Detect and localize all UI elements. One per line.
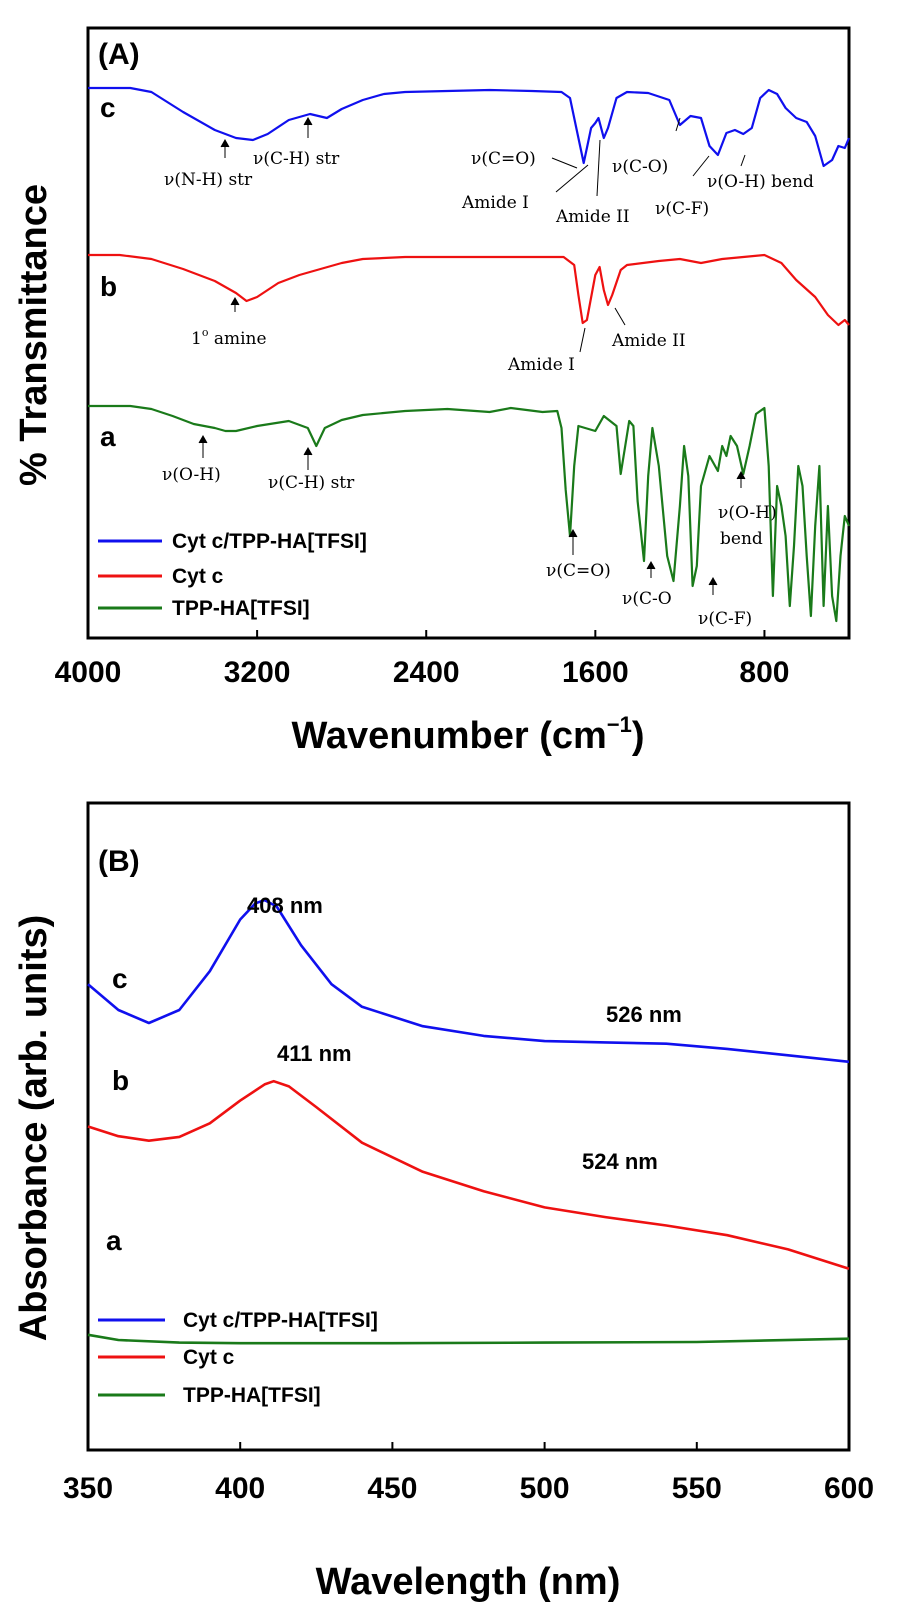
panel-a-series-line-b [88, 253, 850, 327]
panel-a-trace-label-c: c [100, 92, 116, 123]
panel-b-peak-label: 524 nm [582, 1149, 658, 1174]
panel-b-peak-label: 408 nm [247, 893, 323, 918]
panel-a-annotation: Amide I [461, 193, 529, 213]
panel-b-peak-label: 526 nm [606, 1002, 682, 1027]
panel-a-series-line-c [88, 86, 851, 168]
panel-b-legend-label-a: TPP-HA[TFSI] [183, 1384, 321, 1407]
panel-b-trace-label-b: b [112, 1065, 129, 1096]
panel-a-x-tick-label: 4000 [55, 656, 122, 689]
panel-b-series-line-c [87, 898, 850, 1064]
panel-a-x-tick-label: 2400 [393, 656, 460, 689]
panel-a-series-line-a [88, 404, 851, 623]
panel-b-x-tick-label: 550 [672, 1472, 722, 1505]
panel-b-legend: Cyt c/TPP-HA[TFSI] Cyt c TPP-HA[TFSI] [98, 1309, 378, 1407]
panel-a-annotation: ν(O-H) bend [707, 172, 814, 192]
panel-b-x-tick-label: 500 [520, 1472, 570, 1505]
panel-b-series-group [87, 898, 850, 1345]
panel-b-label: (B) [98, 845, 140, 878]
panel-a-annotation: ν(O-H) [718, 503, 777, 523]
panel-a-annotation: ν(C=O) [546, 561, 611, 581]
panel-a-x-tick-label: 3200 [224, 656, 291, 689]
panel-b-series-line-b [87, 1079, 850, 1271]
panel-a-x-ticks: 4000 3200 2400 1600 800 [55, 630, 789, 689]
panel-b-x-ticks: 350 400 450 500 550 600 [63, 1442, 874, 1505]
panel-a-legend-label-c: Cyt c/TPP-HA[TFSI] [172, 530, 367, 553]
panel-a: (A) c b a ν(N-H) str ν(C-H) [13, 26, 851, 757]
panel-a-annotation: ν(C-H) str [253, 149, 340, 169]
panel-a-label: (A) [98, 38, 140, 71]
panel-a-annotation-arrows [198, 116, 746, 595]
panel-a-annotation: ν(C-O) [612, 157, 668, 177]
panel-b: (B) c b a 408 nm 526 nm 411 nm 524 nm Cy… [13, 801, 874, 1602]
panel-a-legend: Cyt c/TPP-HA[TFSI] Cyt c TPP-HA[TFSI] [98, 530, 367, 620]
panel-a-x-tick-label: 1600 [562, 656, 629, 689]
panel-a-annotation: bend [720, 529, 763, 549]
panel-a-annotation: ν(C-O [622, 589, 672, 609]
panel-a-annotation: ν(C-H) str [268, 473, 355, 493]
panel-b-trace-label-a: a [106, 1225, 122, 1256]
panel-b-legend-label-b: Cyt c [183, 1346, 235, 1369]
panel-a-x-axis-title: Wavenumber (cm−1) [291, 712, 644, 757]
panel-a-annotation: Amide II [555, 207, 630, 227]
panel-b-x-tick-label: 350 [63, 1472, 113, 1505]
panel-a-annotation: ν(C-F) [698, 609, 752, 629]
panel-b-x-tick-label: 600 [824, 1472, 874, 1505]
panel-a-y-axis-title: % Transmittance [13, 184, 55, 486]
panel-b-series-line-a [87, 1333, 850, 1345]
panel-a-annotation: Amide I [507, 355, 575, 375]
panel-b-x-axis-title: Wavelength (nm) [316, 1561, 621, 1602]
panel-a-annotation: ν(O-H) [162, 465, 221, 485]
panel-a-annotation: 1o amine [191, 326, 267, 349]
panel-a-annotation: ν(N-H) str [164, 170, 253, 190]
panel-a-x-tick-label: 800 [739, 656, 789, 689]
panel-a-annotation: ν(C=O) [471, 149, 536, 169]
panel-a-series-group [88, 86, 851, 623]
panel-a-trace-label-b: b [100, 271, 117, 302]
panel-a-annotation: ν(C-F) [655, 199, 709, 219]
panel-b-peak-label: 411 nm [277, 1041, 352, 1066]
panel-a-annotation: Amide II [611, 331, 686, 351]
panel-b-legend-label-c: Cyt c/TPP-HA[TFSI] [183, 1309, 378, 1332]
panel-b-y-axis-title: Absorbance (arb. units) [13, 915, 55, 1342]
panel-a-legend-label-a: TPP-HA[TFSI] [172, 597, 310, 620]
panel-b-x-tick-label: 450 [367, 1472, 417, 1505]
panel-b-x-tick-label: 400 [215, 1472, 265, 1505]
panel-b-trace-label-c: c [112, 963, 128, 994]
panel-a-trace-label-a: a [100, 421, 116, 452]
panel-a-legend-label-b: Cyt c [172, 565, 224, 588]
panel-a-frame [86, 26, 851, 640]
